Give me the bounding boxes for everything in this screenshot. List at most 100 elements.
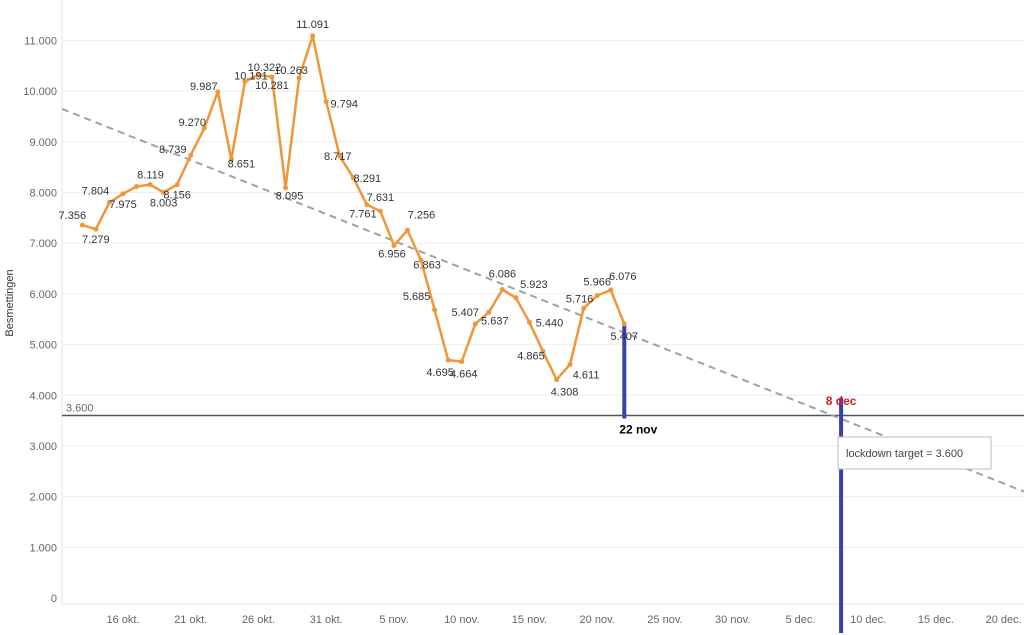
data-label: 7.975 [109,199,137,211]
data-point [337,153,343,159]
y-tick-label: 2.000 [29,492,57,504]
x-tick-label: 25 nov. [647,614,682,626]
data-label: 8.717 [324,151,352,163]
x-tick-label: 15 nov. [512,614,547,626]
data-label: 4.865 [517,350,545,362]
data-label: 8.291 [354,173,382,185]
data-label: 10.191 [234,71,268,83]
data-label: 4.308 [551,387,579,399]
data-point [242,79,248,85]
series-points [79,33,627,383]
data-point [405,227,411,233]
y-tick-label: 9.000 [29,137,57,149]
data-point [201,125,207,131]
data-label: 7.761 [349,209,377,221]
data-label: 5.716 [566,293,594,305]
data-label: 8.739 [159,144,187,156]
data-point [106,199,112,205]
x-tick-label: 30 nov. [715,614,750,626]
data-label: 8.095 [276,191,304,203]
data-point [432,307,438,313]
data-point [120,191,126,197]
data-label: 11.091 [296,19,329,31]
data-point [486,309,492,315]
y-tick-label: 11.000 [24,36,57,48]
data-label: 9.270 [179,117,207,129]
data-point [526,319,532,325]
data-point [459,359,465,365]
data-point [581,305,587,311]
data-point [228,157,234,163]
data-label: 7.356 [59,210,87,222]
data-point [147,182,153,188]
data-label: 6.076 [609,271,637,283]
marker-label-22-nov: 22 nov [619,423,657,437]
data-label: 8.003 [150,197,178,209]
data-point [323,99,329,105]
data-label: 10.263 [274,65,308,77]
data-label: 5.407 [611,331,639,343]
y-tick-label: 10.000 [23,86,57,98]
data-point [350,175,356,181]
data-point [594,293,600,299]
data-point [445,357,451,363]
data-label: 8.156 [163,190,191,202]
data-label: 4.611 [573,369,600,381]
data-label: 5.966 [583,277,611,289]
data-point [296,75,302,81]
data-label: 6.956 [378,248,406,260]
x-tick-label: 15 dec. [918,614,954,626]
data-label: 8.119 [137,170,164,182]
data-label: 5.407 [451,307,479,319]
data-point [418,257,424,263]
data-point [499,287,505,293]
data-label: 7.804 [82,185,110,197]
x-tick-label: 26 okt. [242,614,275,626]
data-label: 5.637 [481,315,509,327]
y-tick-label: 3.000 [29,441,57,453]
annotation-text: lockdown target = 3.600 [846,448,963,460]
x-tick-label: 10 nov. [444,614,479,626]
y-axis-title: Besmettingen [4,269,16,336]
x-axis: 16 okt. 21 okt. 26 okt. 31 okt. 5 nov. 10 nov… [106,614,1021,626]
data-point [188,152,194,158]
data-point [567,361,573,367]
data-label: 5.923 [520,279,548,291]
data-label: 4.664 [450,369,478,381]
gridlines [61,0,1024,605]
data-point [283,185,289,191]
x-tick-label: 5 nov. [379,614,408,626]
data-point [364,202,370,208]
x-tick-label: 5 dec. [785,614,815,626]
reference-line-label: 3.600 [66,403,94,415]
data-point [554,377,560,383]
x-tick-label: 31 okt. [310,614,343,626]
data-point [377,208,383,214]
marker-label-8-dec: 8 dec [826,394,857,408]
y-tick-label: 1.000 [29,542,57,554]
data-point [608,287,614,293]
data-label: 5.440 [536,317,564,329]
data-label: 8.651 [228,159,256,171]
data-label: 7.631 [367,192,395,204]
x-tick-label: 21 okt. [174,614,207,626]
data-point [134,184,140,190]
data-label: 6.086 [489,269,517,281]
y-tick-label: 8.000 [29,188,57,200]
y-tick-label: 6.000 [29,289,57,301]
data-label: 6.863 [413,259,441,271]
data-label: 7.256 [408,209,436,221]
x-tick-label: 10 dec. [850,614,886,626]
data-label: 5.685 [403,291,431,303]
data-label: 10.281 [255,80,289,92]
data-point [215,89,221,95]
x-tick-label: 16 okt. [106,614,139,626]
data-point [93,226,99,232]
data-label: 9.987 [190,81,218,93]
data-point [513,295,519,301]
data-point [621,321,627,327]
date-markers: 22 nov 8 dec [619,323,857,633]
data-point [161,189,167,195]
